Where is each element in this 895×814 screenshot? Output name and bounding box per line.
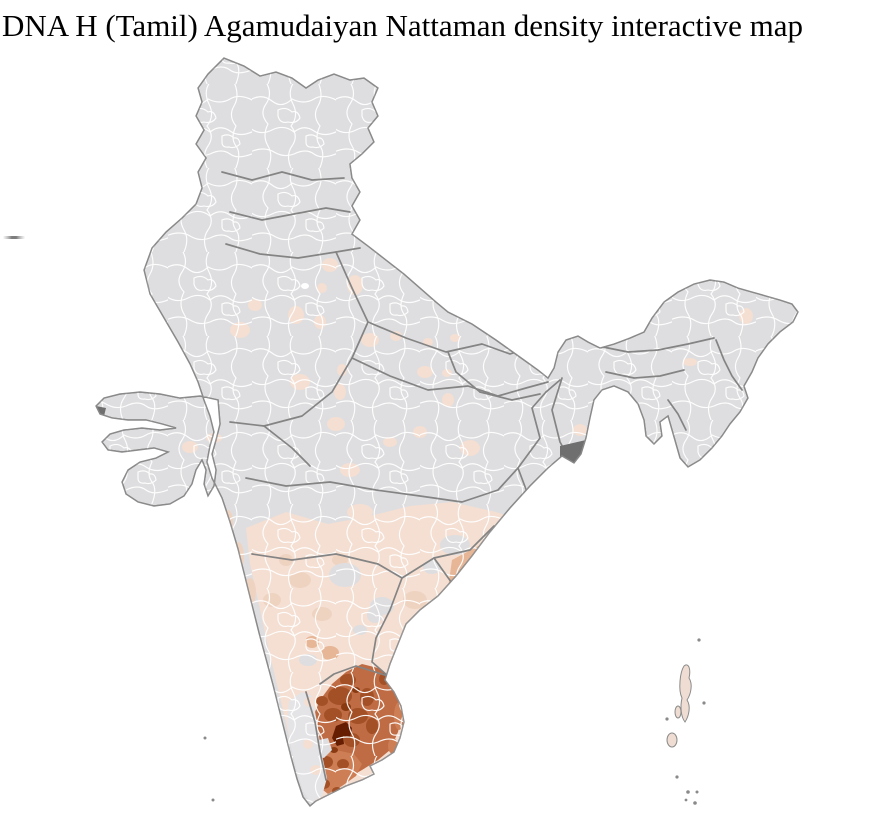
island[interactable] xyxy=(666,732,678,748)
district[interactable] xyxy=(522,324,538,336)
district-borders-overlay xyxy=(96,58,798,806)
andaman-nicobar-islands[interactable] xyxy=(666,664,692,748)
edge-dash-artifact xyxy=(3,236,25,239)
page-title: DNA H (Tamil) Agamudaiyan Nattaman densi… xyxy=(2,8,804,43)
district[interactable] xyxy=(536,489,560,507)
district[interactable] xyxy=(596,445,612,459)
small-islands xyxy=(203,638,706,805)
district[interactable] xyxy=(550,318,562,326)
island[interactable] xyxy=(674,705,682,719)
island[interactable] xyxy=(679,664,692,723)
